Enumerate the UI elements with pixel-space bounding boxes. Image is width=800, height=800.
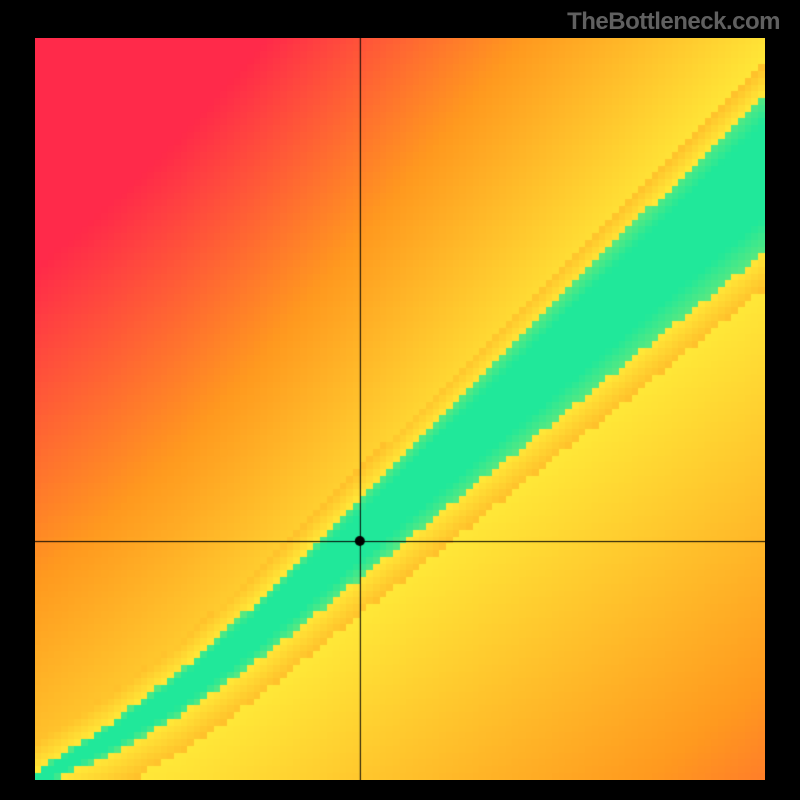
heatmap-plot — [35, 38, 765, 780]
watermark-text: TheBottleneck.com — [567, 8, 780, 36]
chart-container: TheBottleneck.com — [0, 0, 800, 800]
